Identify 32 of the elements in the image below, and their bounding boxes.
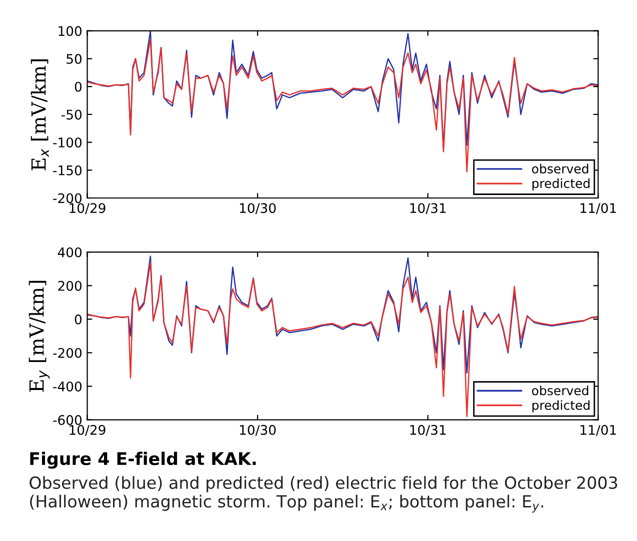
- x-tick-label: 11/01: [580, 203, 616, 214]
- x-tick-label: 10/31: [410, 203, 446, 214]
- line-series: [87, 262, 598, 418]
- y-tick-label: 0: [74, 314, 82, 324]
- y-axis-title: E$_{y}$ [mV/km]: [28, 280, 50, 392]
- y-tick-label: -200: [53, 348, 82, 358]
- x-tick-label: 10/30: [240, 203, 276, 214]
- y-tick-label: -600: [53, 415, 82, 426]
- y-tick-label: 100: [58, 26, 82, 36]
- x-tick-label: 10/30: [240, 424, 276, 436]
- y-tick-label: 50: [66, 54, 82, 64]
- line-series: [87, 38, 598, 172]
- legend-label: predicted: [532, 178, 590, 191]
- y-tick-label: 0: [74, 82, 82, 92]
- y-axis-title: E$_{x}$ [mV/km]: [30, 59, 49, 170]
- x-tick-label: 10/29: [70, 424, 106, 436]
- y-tick-label: 400: [58, 247, 82, 258]
- y-tick-label: -150: [53, 165, 82, 176]
- y-tick-label: 200: [58, 280, 82, 291]
- legend-label: predicted: [532, 400, 590, 412]
- text: Observed (blue) and predicted (red) electric field for the October 2003 (Halloween) magnetic storm. Top panel: E$_{x}$; bottom panel: E$_{y}$.: [30, 476, 618, 513]
- x-tick-label: 10/29: [70, 203, 106, 214]
- x-tick-label: 11/01: [580, 424, 616, 436]
- x-tick-label: 10/31: [410, 424, 446, 436]
- y-tick-label: -400: [53, 381, 82, 392]
- legend-label: observed: [532, 386, 588, 396]
- y-tick-label: -50: [62, 110, 82, 120]
- y-tick-label: -200: [53, 193, 82, 204]
- line-series: [87, 256, 598, 374]
- caption: Figure 4 E-field at KAK.: [30, 452, 256, 469]
- y-tick-label: -100: [53, 138, 82, 148]
- legend-label: observed: [532, 164, 588, 174]
